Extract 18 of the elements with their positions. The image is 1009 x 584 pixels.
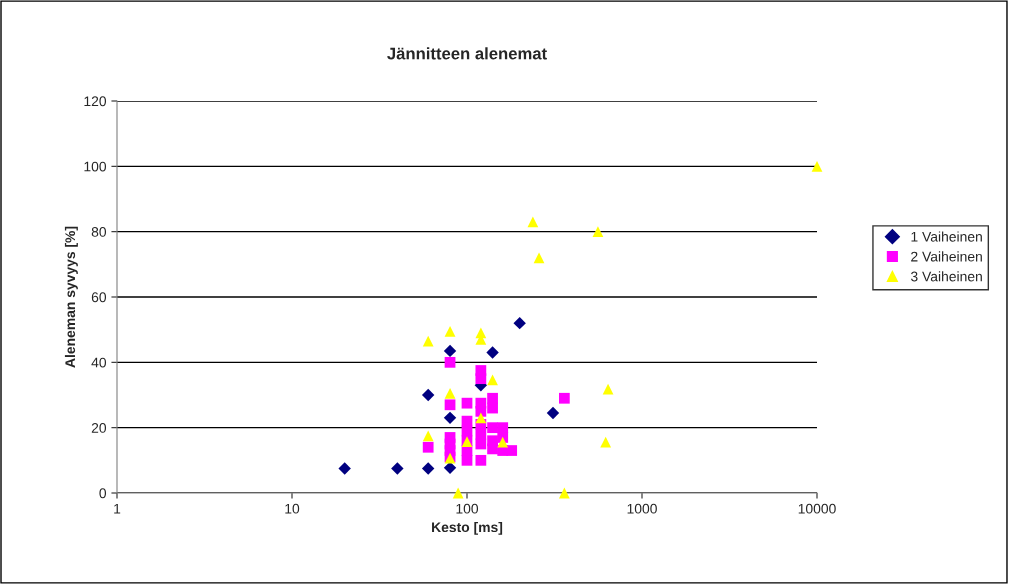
y-tick-label: 60	[91, 292, 107, 303]
legend-label: 1 Vaiheinen	[911, 231, 982, 242]
y-tick-label: 0	[99, 488, 107, 499]
chart-title: Jännitteen alenemat	[387, 47, 547, 60]
x-tick-label: 1000	[627, 503, 657, 514]
y-tick-label: 80	[91, 227, 107, 237]
y-tick-label: 40	[91, 357, 107, 368]
legend-label: 3 Vaiheinen	[910, 271, 982, 282]
x-tick-label: 10000	[798, 503, 836, 514]
x-axis-title: Kesto [ms]	[432, 521, 503, 535]
x-tick-label: 1	[114, 503, 121, 514]
legend-label: 2 Vaiheinen	[911, 251, 982, 262]
y-tick-label: 20	[91, 423, 107, 433]
x-tick-label: 100	[456, 503, 479, 514]
y-tick-label: 120	[84, 96, 107, 107]
y-tick-label: 100	[84, 161, 107, 172]
y-axis-title: Aleneman syvyys [%]	[64, 226, 78, 368]
x-tick-label: 10	[285, 503, 300, 514]
